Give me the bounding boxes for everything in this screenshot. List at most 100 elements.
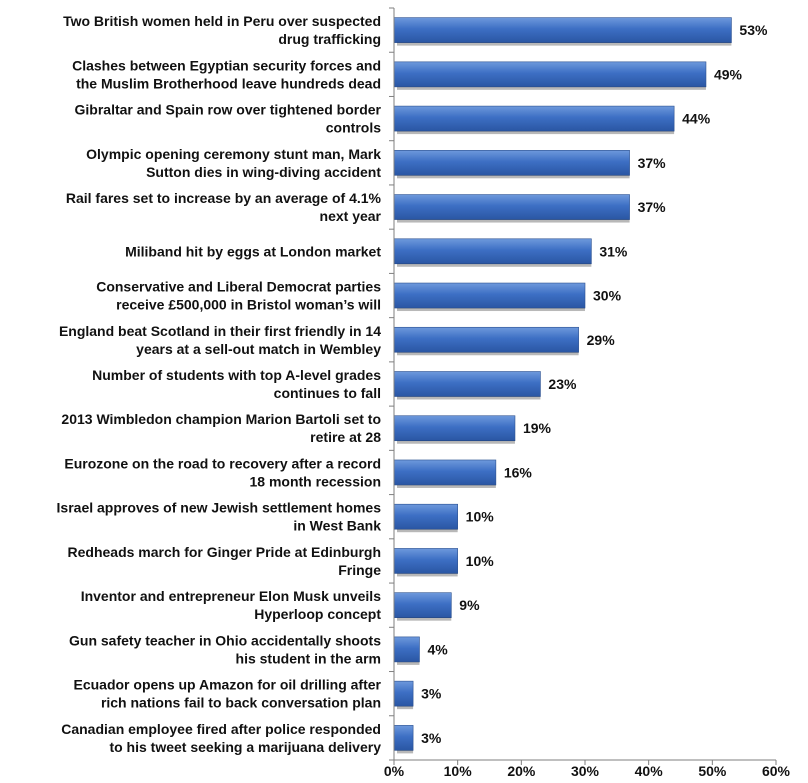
value-label: 37% <box>638 155 667 171</box>
category-label-line: his student in the arm <box>236 650 381 666</box>
bar <box>393 238 592 265</box>
bar <box>393 503 458 530</box>
bar <box>393 548 458 574</box>
category-label: Ecuador opens up Amazon for oil drilling… <box>73 677 381 711</box>
bar-shadow <box>397 131 675 135</box>
category-label: 2013 Wimbledon champion Marion Bartoli s… <box>61 411 381 445</box>
bar <box>393 282 586 309</box>
category-label: Redheads march for Ginger Pride at Edinb… <box>68 544 382 578</box>
category-label-line: Rail fares set to increase by an average… <box>66 190 382 206</box>
category-label: Israel approves of new Jewish settlement… <box>57 500 382 534</box>
bar-shadow <box>397 86 706 90</box>
value-label: 37% <box>638 199 667 215</box>
bar <box>393 194 630 220</box>
category-label: England beat Scotland in their first fri… <box>59 323 381 357</box>
category-label-line: 18 month recession <box>250 473 382 489</box>
category-labels: Two British women held in Peru over susp… <box>57 13 382 755</box>
bar <box>393 459 497 486</box>
category-label-line: drug trafficking <box>278 31 381 47</box>
category-label-line: Miliband hit by eggs at London market <box>125 243 381 259</box>
category-label-line: retire at 28 <box>310 429 381 445</box>
bar-shadow <box>397 42 732 46</box>
bar <box>393 725 414 751</box>
value-label: 10% <box>466 509 495 525</box>
category-label-line: in West Bank <box>293 518 381 534</box>
bar-shadow <box>397 617 452 621</box>
category-label: Gun safety teacher in Ohio accidentally … <box>69 632 381 666</box>
bar-shadow <box>397 352 579 356</box>
x-tick-label: 0% <box>384 763 405 779</box>
category-label-line: to his tweet seeking a marijuana deliver… <box>109 739 381 755</box>
bar <box>393 61 707 88</box>
category-label: Inventor and entrepreneur Elon Musk unve… <box>81 588 382 622</box>
category-label-line: Inventor and entrepreneur Elon Musk unve… <box>81 588 381 604</box>
category-label: Number of students with top A-level grad… <box>92 367 381 401</box>
value-label: 3% <box>421 730 442 746</box>
category-label: Two British women held in Peru over susp… <box>63 13 381 47</box>
category-label: Miliband hit by eggs at London market <box>125 243 381 259</box>
category-label-line: Redheads march for Ginger Pride at Edinb… <box>68 544 382 560</box>
category-label: Canadian employee fired after police res… <box>61 721 381 755</box>
bar-shadow <box>397 661 420 665</box>
category-label-line: 2013 Wimbledon champion Marion Bartoli s… <box>61 411 381 427</box>
value-label: 9% <box>459 597 480 613</box>
category-label-line: Sutton dies in wing-diving accident <box>146 164 381 180</box>
category-label-line: Canadian employee fired after police res… <box>61 721 381 737</box>
category-label-line: Hyperloop concept <box>254 606 381 622</box>
bar <box>393 150 630 176</box>
bar <box>393 105 675 132</box>
bars <box>393 17 732 754</box>
bar-shadow <box>397 529 458 533</box>
bar <box>393 326 579 353</box>
x-tick-label: 30% <box>571 763 600 779</box>
category-label: Olympic opening ceremony stunt man, Mark… <box>86 146 381 180</box>
bar-shadow <box>397 750 414 754</box>
category-label-line: Olympic opening ceremony stunt man, Mark <box>86 146 381 162</box>
bar <box>393 371 541 397</box>
category-label-line: Two British women held in Peru over susp… <box>63 13 381 29</box>
bar <box>393 592 452 618</box>
category-label: Clashes between Egyptian security forces… <box>72 57 381 91</box>
category-label-line: Ecuador opens up Amazon for oil drilling… <box>73 677 381 693</box>
value-labels: 53% 49% 44% 37% 37% 31% 30% 29% 23% 19% 16% 10% 10% 9… <box>421 22 768 746</box>
category-label: Eurozone on the road to recovery after a… <box>64 455 381 489</box>
category-label: Gibraltar and Spain row over tightened b… <box>75 102 382 136</box>
bar <box>393 636 420 663</box>
bar-shadow <box>397 175 630 179</box>
category-label-line: controls <box>326 120 381 136</box>
bar <box>393 415 516 442</box>
category-label-line: Clashes between Egyptian security forces… <box>72 57 381 73</box>
category-label-line: the Muslim Brotherhood leave hundreds de… <box>76 75 381 91</box>
value-label: 23% <box>548 376 577 392</box>
category-label-line: Number of students with top A-level grad… <box>92 367 381 383</box>
bar-shadow <box>397 308 585 312</box>
category-label-line: Fringe <box>338 562 381 578</box>
bar-shadow <box>397 219 630 223</box>
x-tick-label: 20% <box>507 763 536 779</box>
category-label-line: receive £500,000 in Bristol woman’s will <box>116 297 381 313</box>
category-label-line: rich nations fail to back conversation p… <box>101 695 381 711</box>
value-label: 29% <box>587 332 616 348</box>
bar-shadow <box>397 396 541 400</box>
value-label: 16% <box>504 464 533 480</box>
value-label: 53% <box>739 22 768 38</box>
bar <box>393 17 732 43</box>
category-label: Rail fares set to increase by an average… <box>66 190 382 224</box>
value-label: 19% <box>523 420 552 436</box>
category-label-line: Conservative and Liberal Democrat partie… <box>96 279 381 295</box>
x-tick-label: 60% <box>762 763 791 779</box>
category-label-line: England beat Scotland in their first fri… <box>59 323 381 339</box>
category-label-line: Israel approves of new Jewish settlement… <box>57 500 382 516</box>
value-label: 31% <box>599 243 628 259</box>
bar-shadow <box>397 263 592 267</box>
category-label-line: Eurozone on the road to recovery after a… <box>64 455 381 471</box>
category-label: Conservative and Liberal Democrat partie… <box>96 279 381 313</box>
value-label: 44% <box>682 111 711 127</box>
bar-shadow <box>397 573 458 577</box>
x-tick-label: 50% <box>698 763 727 779</box>
x-axis: 0% 10% 20% 30% 40% 50% 60% <box>384 7 791 779</box>
value-label: 49% <box>714 66 743 82</box>
bar-shadow <box>397 706 414 710</box>
value-label: 3% <box>421 686 442 702</box>
